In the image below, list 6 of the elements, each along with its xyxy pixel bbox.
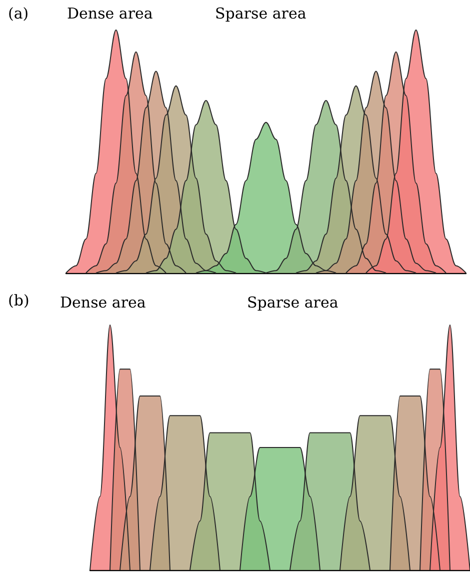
text: Sparse area: [215, 4, 306, 22]
chart-title: (b): [8, 292, 30, 310]
text: Sparse area: [247, 294, 338, 312]
text: Dense area: [60, 294, 146, 312]
chart-title: (a): [8, 4, 29, 22]
text: Dense area: [67, 4, 153, 22]
